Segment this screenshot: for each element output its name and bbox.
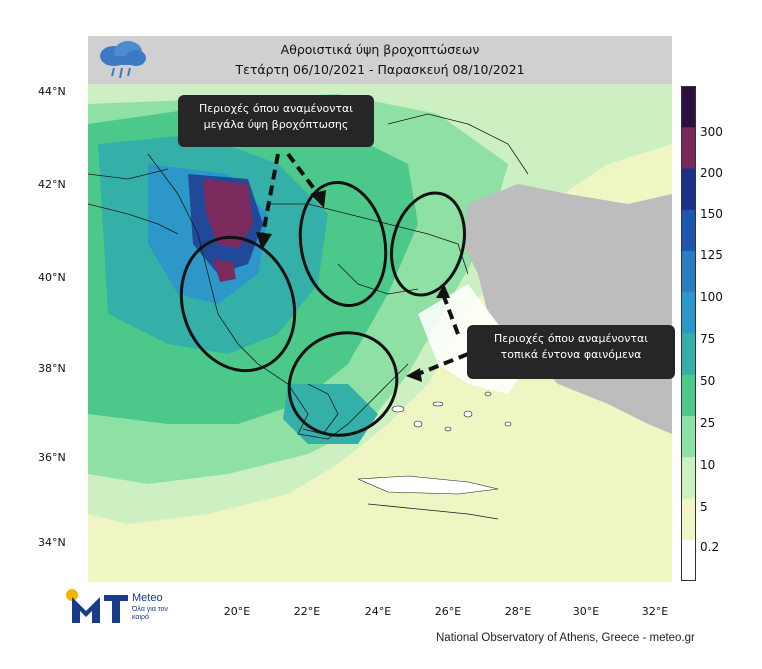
islands [357,391,512,495]
annotation-ellipses [179,181,466,437]
lat-label: 40°N [38,271,66,284]
colorbar-label: 10 [700,458,716,472]
credit-text: National Observatory of Athens, Greece -… [436,632,695,644]
colorbar-label: 25 [700,416,716,430]
arrow-heads [256,190,450,382]
lon-label: 30°E [572,605,600,618]
colorbar-segment [681,209,696,252]
map-subtitle-dates: Τετάρτη 06/10/2021 - Παρασκευή 08/10/202… [235,62,525,77]
rain-zone-75-100-south [283,384,378,444]
colorbar-label: 100 [700,290,723,304]
lon-label: 22°E [293,605,321,618]
colorbar-segment [681,251,696,293]
colorbar [681,86,696,581]
lat-label: 38°N [38,362,66,375]
lat-label: 44°N [38,85,66,98]
ellipse-central-macedonia [298,181,388,307]
colorbar-segment [681,498,696,541]
colorbar-segment [681,416,696,458]
callout-local-severe: Περιοχές όπου αναμένονται τοπικά έντονα … [467,325,675,379]
callout-heavy-rain: Περιοχές όπου αναμένονται μεγάλα ύψη βρο… [178,95,374,147]
lon-label: 20°E [223,605,251,618]
ellipse-peloponnese [287,331,399,437]
colorbar-label: 300 [700,125,723,139]
colorbar-segment [681,539,696,581]
lat-label: 42°N [38,178,66,191]
colorbar-label: 125 [700,248,723,262]
lon-label: 28°E [504,605,532,618]
map-title: Αθροιστικά ύψη βροχοπτώσεων [280,42,480,57]
colorbar-segment [681,457,696,499]
colorbar-label: 0.2 [700,540,720,554]
ellipse-ionian [179,235,297,373]
rain-cloud-icon [100,41,146,79]
colorbar-segment [681,168,696,211]
colorbar-segment [681,292,696,334]
colorbar-segment [681,86,696,128]
lat-label: 34°N [38,536,66,549]
colorbar-segment [681,127,696,169]
colorbar-label: 75 [700,332,716,346]
colorbar-label: 5 [700,500,708,514]
lon-label: 24°E [364,605,392,618]
colorbar-label: 150 [700,207,723,221]
meteo-logo-icon [66,589,128,623]
lat-label: 36°N [38,451,66,464]
colorbar-segment [681,333,696,376]
colorbar-segment [681,374,696,417]
colorbar-label: 50 [700,374,716,388]
logo-tagline: Όλα για τον καιρό [132,606,168,621]
lon-label: 32°E [641,605,669,618]
colorbar-label: 200 [700,166,723,180]
ellipse-thrace [390,191,466,297]
title-band: Αθροιστικά ύψη βροχοπτώσεων Τετάρτη 06/1… [88,36,672,84]
annotation-arrows [261,152,469,376]
rain-zone-200-300 [203,179,253,249]
logo-name: Meteo [132,592,163,604]
rainfall-map [88,84,672,582]
rain-zone-200-300-small [213,259,236,282]
lon-label: 26°E [434,605,462,618]
